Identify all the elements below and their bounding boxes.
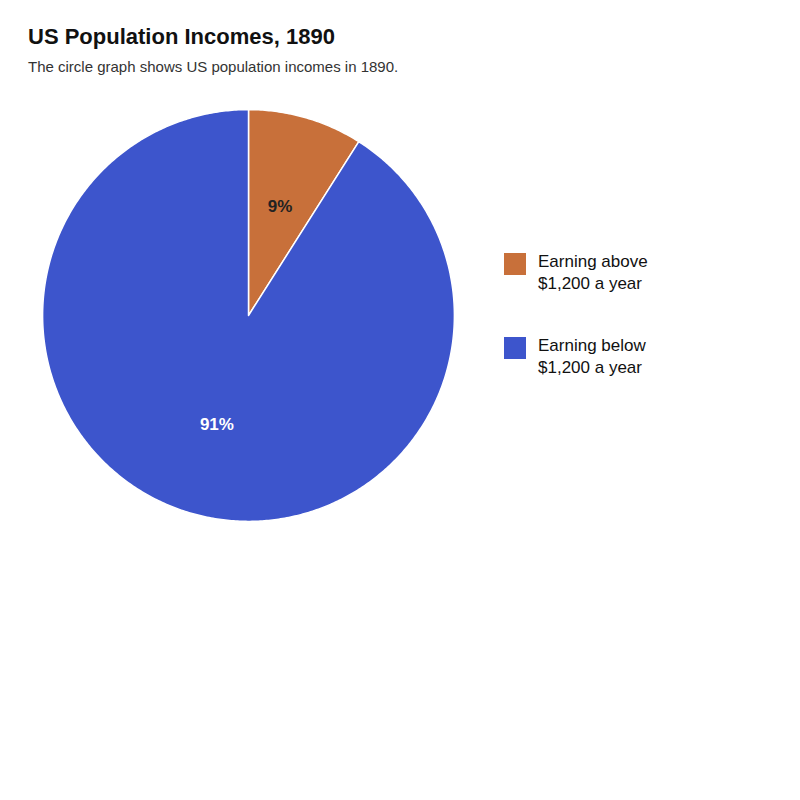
svg-text:91%: 91% bbox=[200, 415, 234, 434]
html-text:Earning below $1,200 a year: Earning below $1,200 a year bbox=[538, 336, 646, 378]
html-text:US Population Incomes, 1890: US Population Incomes, 1890 bbox=[28, 24, 335, 49]
svg-text:9%: 9% bbox=[268, 197, 293, 216]
html-text:The circle graph shows US popu: The circle graph shows US population inc… bbox=[28, 58, 399, 75]
html-text:Earning above $1,200 a year: Earning above $1,200 a year bbox=[538, 251, 648, 293]
